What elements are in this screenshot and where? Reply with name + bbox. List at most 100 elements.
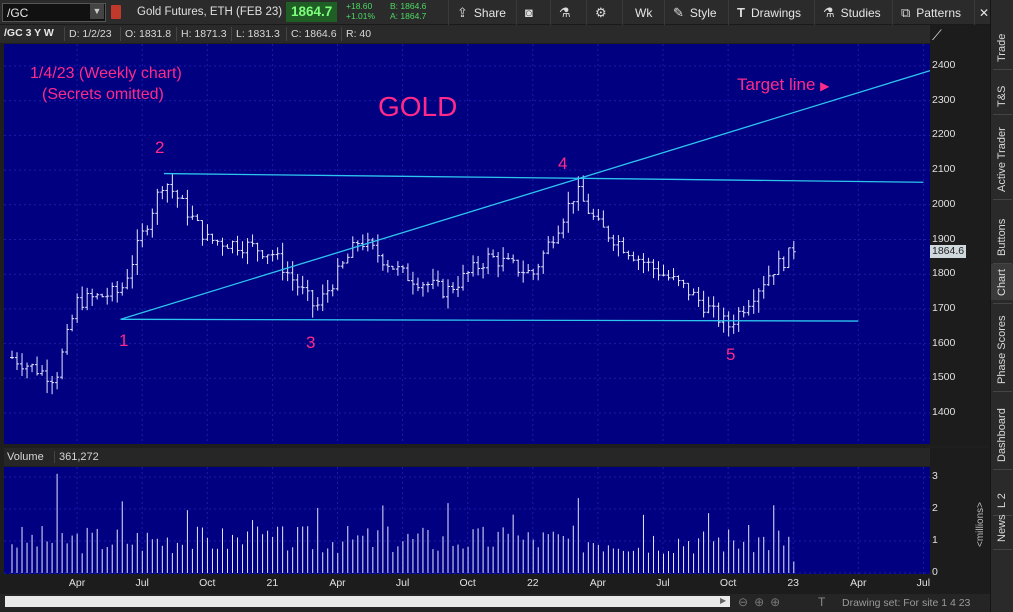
last-price: 1864.7 xyxy=(286,2,338,22)
sidebar-tab-news[interactable]: News xyxy=(991,514,1013,546)
point-2-label: 2 xyxy=(155,138,165,157)
bar-range: R: 40 xyxy=(341,27,371,41)
patterns-icon: ⧉ xyxy=(901,4,911,20)
chart-symbol-period: /GC 3 Y W xyxy=(4,27,54,39)
snapshot-button[interactable]: ◙ xyxy=(516,0,550,25)
studies-button[interactable]: ⚗ Studies xyxy=(814,0,892,25)
close-icon: ✕ xyxy=(979,5,990,20)
trendline-upper xyxy=(163,172,924,183)
target-line-text: Target line xyxy=(737,75,816,94)
price-tick-label: 1900 xyxy=(932,232,956,245)
trendline-target xyxy=(120,69,930,320)
price-axis-area xyxy=(930,25,990,445)
note-line-1: 1/4/23 (Weekly chart) xyxy=(30,65,182,82)
style-icon: ✎ xyxy=(673,4,684,20)
drawings-label: Drawings xyxy=(750,5,801,20)
sidebar-separator xyxy=(993,549,1012,550)
sidebar-tab-label: Phase Scores xyxy=(996,315,1008,384)
patterns-button[interactable]: ⧉ Patterns xyxy=(892,0,974,25)
chart-info-header: /GC 3 Y W D: 1/2/23 O: 1831.8 H: 1871.3 … xyxy=(0,25,930,43)
timeframe-label: Wk xyxy=(635,5,653,20)
sidebar-tab-dashboard[interactable]: Dashboard xyxy=(991,392,1013,466)
time-tick-label: Apr xyxy=(850,577,867,589)
crosshair-icon[interactable]: ⊕ xyxy=(754,595,771,609)
sidebar-tab-t-s[interactable]: T&S xyxy=(991,80,1013,111)
sidebar-tab-phase-scores[interactable]: Phase Scores xyxy=(991,306,1013,388)
right-sidebar: Trade T&S Active Trader Buttons Chart Phase S… xyxy=(990,0,1013,612)
price-chart[interactable]: 1/4/23 (Weekly chart) (Secrets omitted) … xyxy=(4,44,930,444)
time-tick-label: Jul xyxy=(916,577,931,589)
sidebar-separator xyxy=(993,114,1012,115)
lab-button[interactable]: ⚗ xyxy=(550,0,586,25)
bar-open: O: 1831.8 xyxy=(120,27,171,41)
sidebar-tab-buttons[interactable]: Buttons xyxy=(991,204,1013,260)
time-tick-label: 23 xyxy=(787,577,800,589)
sidebar-separator xyxy=(993,199,1012,200)
price-tick-label: 2300 xyxy=(932,93,956,106)
bar-high: H: 1871.3 xyxy=(176,27,227,41)
bar-close: C: 1864.6 xyxy=(286,27,337,41)
chart-title-label: GOLD xyxy=(378,91,458,122)
symbol-flag-icon[interactable] xyxy=(111,5,121,19)
sidebar-separator xyxy=(993,69,1012,70)
volume-unit-label: <millions> xyxy=(975,501,986,547)
price-change: +18.60 +1.01% xyxy=(346,1,375,21)
point-4-label: 4 xyxy=(558,154,568,173)
drawings-button[interactable]: T Drawings xyxy=(728,0,814,25)
gear-icon: ⚙ xyxy=(595,4,607,20)
share-icon: ⇪ xyxy=(457,4,468,20)
sidebar-tab-chart[interactable]: Chart xyxy=(991,264,1013,300)
share-button[interactable]: ⇪ Share xyxy=(448,0,516,25)
sidebar-separator xyxy=(993,263,1012,264)
volume-value: 361,272 xyxy=(54,451,99,463)
sidebar-tab-l-2[interactable]: L 2 xyxy=(991,474,1013,512)
drawing-tool-icon[interactable]: ⟋ xyxy=(932,27,942,43)
price-chart-svg xyxy=(4,44,930,444)
sidebar-tab-trade[interactable]: Trade xyxy=(991,27,1013,66)
point-1-label: 1 xyxy=(119,331,129,350)
timeframe-button[interactable]: Wk xyxy=(622,0,664,25)
symbol-input[interactable]: /GC xyxy=(2,3,106,22)
settings-button[interactable]: ⚙ xyxy=(586,0,622,25)
studies-icon: ⚗ xyxy=(823,4,835,20)
sidebar-tab-label: News xyxy=(996,514,1008,542)
price-axis: 1400 1500 1600 1700 1800 1900 2000 2100 2200 2300… xyxy=(930,44,990,444)
style-button[interactable]: ✎ Style xyxy=(664,0,728,25)
zoom-out-icon[interactable]: ⊖ xyxy=(738,595,755,609)
volume-label: Volume xyxy=(7,451,44,463)
time-tick-label: 22 xyxy=(526,577,539,589)
drawing-set-label[interactable]: Drawing set: For site 1 4 23 xyxy=(842,597,971,609)
zoom-controls[interactable]: ⊖⊕⊕ xyxy=(738,595,786,609)
chart-toolbar: /GC ▼ Gold Futures, ETH (FEB 23) 1864.7 … xyxy=(0,0,990,25)
volume-tick-label: 0 xyxy=(932,566,938,578)
bar-date: D: 1/2/23 xyxy=(64,27,112,41)
volume-tick-label: 2 xyxy=(932,502,938,514)
style-label: Style xyxy=(689,5,717,20)
sidebar-tab-label: L 2 xyxy=(996,493,1008,508)
price-tick-label: 2100 xyxy=(932,163,956,176)
trendline-lower xyxy=(120,318,859,322)
zoom-in-icon[interactable]: ⊕ xyxy=(770,595,787,609)
bar-low: L: 1831.3 xyxy=(231,27,280,41)
camera-icon: ◙ xyxy=(525,5,533,20)
point-3-label: 3 xyxy=(306,333,316,352)
volume-chart[interactable] xyxy=(4,467,930,574)
volume-tick-label: 1 xyxy=(932,534,938,546)
chart-scrollbar[interactable] xyxy=(5,596,730,607)
sidebar-tab-label: Trade xyxy=(996,33,1008,62)
volume-chart-svg xyxy=(4,467,930,574)
symbol-dropdown-icon[interactable]: ▼ xyxy=(90,4,104,19)
scroll-right-icon[interactable]: ▶ xyxy=(720,596,727,605)
sidebar-tab-active-trader[interactable]: Active Trader xyxy=(991,118,1013,196)
price-tick-label: 2400 xyxy=(932,59,956,71)
time-tick-label: Oct xyxy=(459,577,476,589)
price-tick-label: 1400 xyxy=(932,406,956,418)
drawing-set-icon[interactable]: T xyxy=(818,595,826,609)
sidebar-separator xyxy=(993,303,1012,304)
volume-tick-label: 3 xyxy=(932,470,938,482)
sidebar-separator xyxy=(993,391,1012,392)
flask-icon: ⚗ xyxy=(559,4,571,20)
price-tick-label: 1800 xyxy=(932,267,956,280)
close-button[interactable]: ✕ xyxy=(974,0,990,25)
price-tick-label: 2200 xyxy=(932,128,956,141)
